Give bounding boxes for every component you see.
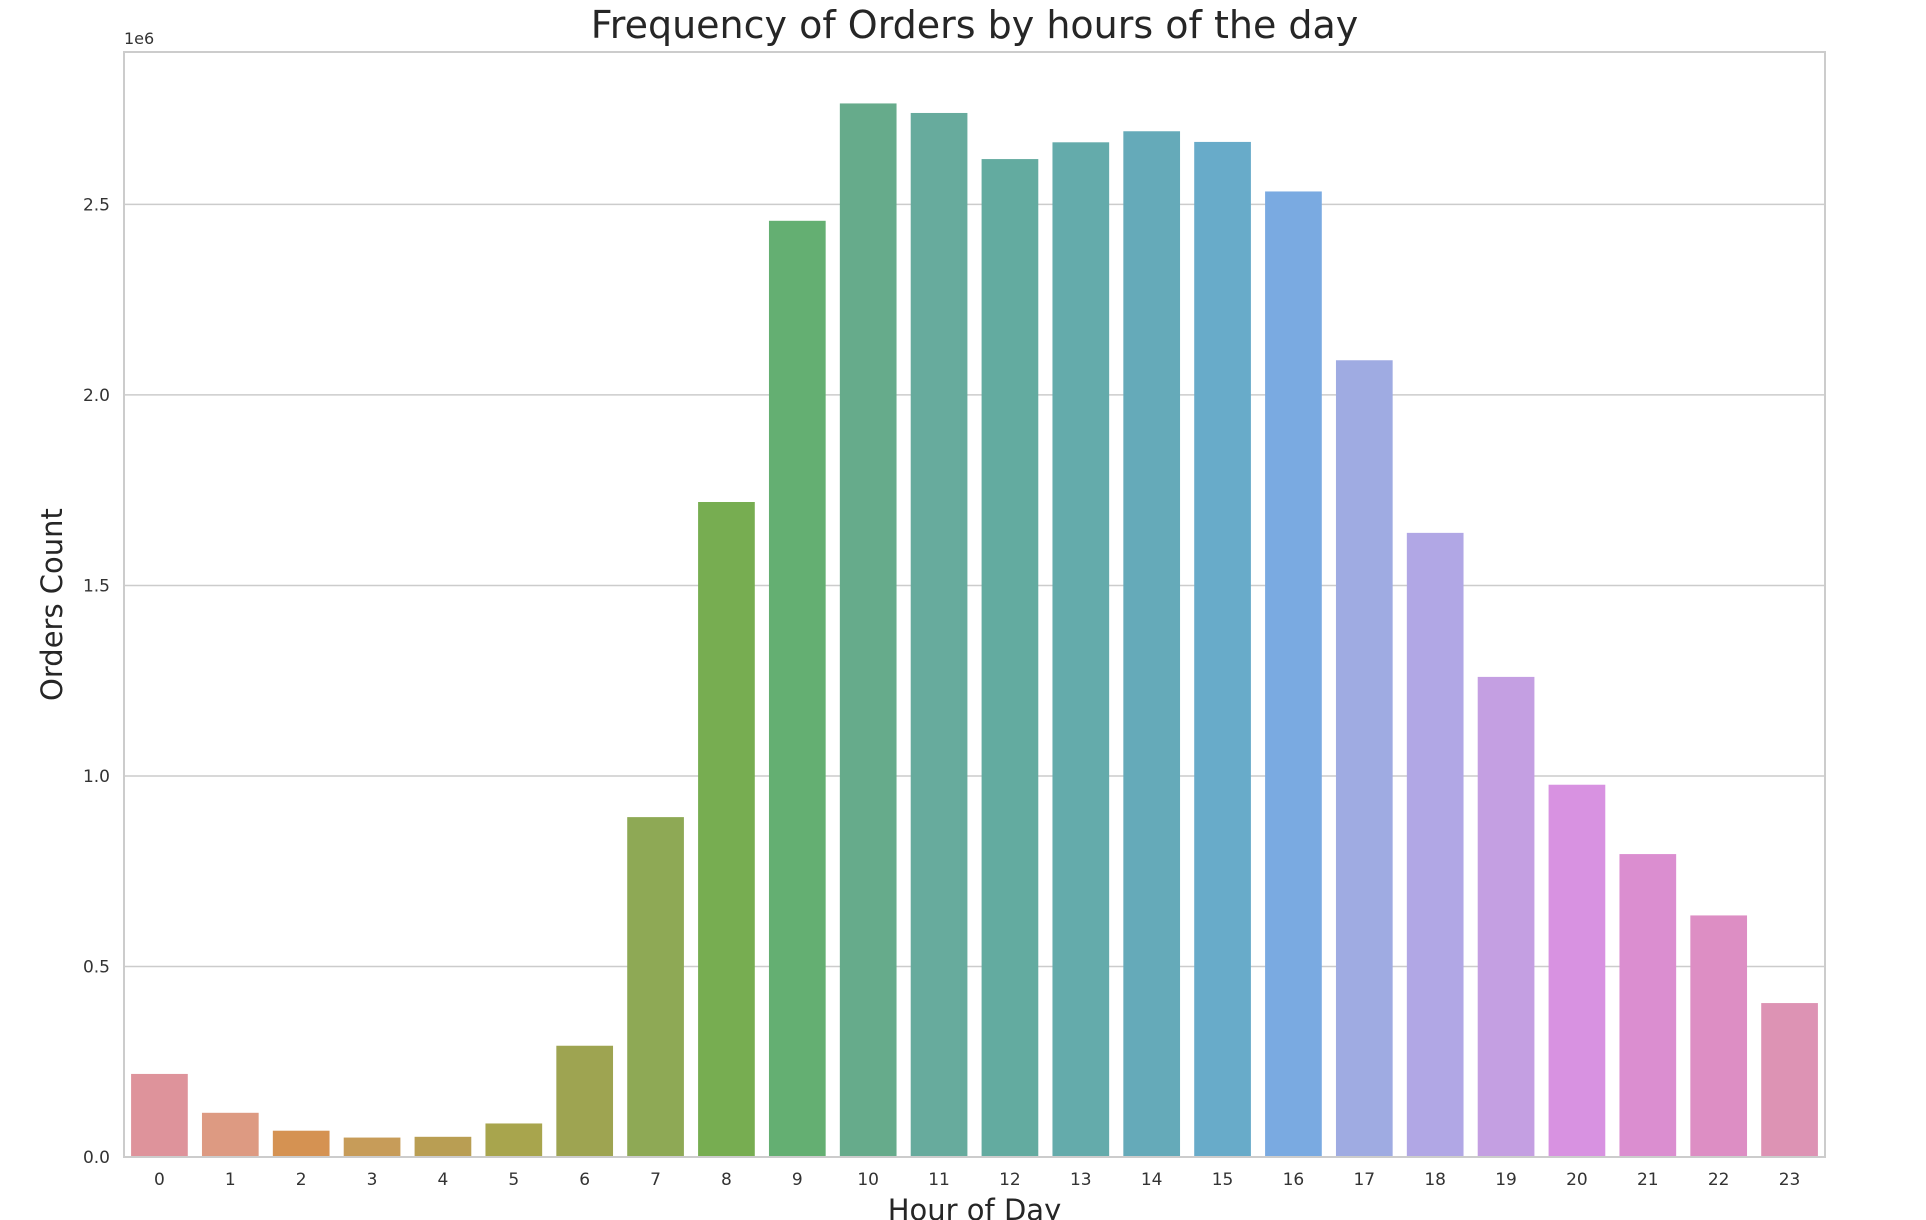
bar-hour-3 bbox=[343, 1137, 401, 1157]
bar-hour-10 bbox=[839, 103, 897, 1157]
x-tick-label: 1 bbox=[225, 1170, 236, 1190]
x-tick-label: 14 bbox=[1141, 1170, 1163, 1190]
bar-hour-13 bbox=[1052, 142, 1110, 1157]
x-tick-label: 12 bbox=[999, 1170, 1021, 1190]
bar-hour-11 bbox=[910, 112, 968, 1157]
x-axis-label: Hour of Day bbox=[888, 1193, 1062, 1220]
bar-hour-16 bbox=[1265, 191, 1322, 1157]
bar-hour-2 bbox=[272, 1130, 330, 1157]
x-tick-label: 2 bbox=[296, 1170, 307, 1190]
x-tick-label: 17 bbox=[1353, 1170, 1375, 1190]
bar-hour-18 bbox=[1406, 532, 1464, 1157]
bar-hour-22 bbox=[1690, 915, 1748, 1157]
bar-hour-23 bbox=[1761, 1003, 1818, 1157]
bar-hour-21 bbox=[1619, 854, 1677, 1157]
x-tick-label: 4 bbox=[438, 1170, 449, 1190]
bar-hour-9 bbox=[768, 220, 826, 1157]
y-axis-label: Orders Count bbox=[35, 508, 69, 701]
bar-hour-14 bbox=[1123, 131, 1181, 1158]
bar-hour-1 bbox=[201, 1112, 259, 1157]
bars bbox=[131, 103, 1818, 1158]
bar-hour-15 bbox=[1194, 141, 1251, 1157]
bar-hour-6 bbox=[556, 1045, 614, 1157]
x-tick-label: 22 bbox=[1708, 1170, 1730, 1190]
bar-hour-0 bbox=[131, 1073, 188, 1157]
x-tick-label: 0 bbox=[154, 1170, 165, 1190]
x-tick-label: 15 bbox=[1212, 1170, 1234, 1190]
x-tick-label: 19 bbox=[1495, 1170, 1517, 1190]
y-tick-label: 1.0 bbox=[83, 767, 110, 787]
x-tick-label: 9 bbox=[792, 1170, 803, 1190]
x-tick-label: 13 bbox=[1070, 1170, 1092, 1190]
x-tick-label: 3 bbox=[367, 1170, 378, 1190]
y-tick-labels: 0.0 0.5 1.0 1.5 2.0 2.5 bbox=[83, 195, 110, 1168]
bar-hour-8 bbox=[698, 502, 755, 1157]
bar-hour-12 bbox=[981, 159, 1039, 1158]
x-tick-label: 5 bbox=[508, 1170, 519, 1190]
x-tick-label: 18 bbox=[1424, 1170, 1446, 1190]
x-tick-label: 11 bbox=[928, 1170, 950, 1190]
x-tick-label: 6 bbox=[579, 1170, 590, 1190]
plot-frame bbox=[123, 51, 1826, 1158]
chart-title: Frequency of Orders by hours of the day bbox=[591, 3, 1359, 47]
y-tick-label: 1.5 bbox=[83, 576, 110, 596]
bar-hour-17 bbox=[1335, 360, 1393, 1157]
bar-hour-5 bbox=[485, 1123, 543, 1157]
x-tick-label: 20 bbox=[1566, 1170, 1588, 1190]
bar-hour-19 bbox=[1477, 676, 1535, 1157]
x-tick-label: 8 bbox=[721, 1170, 732, 1190]
bar-hour-4 bbox=[414, 1136, 472, 1157]
y-tick-label: 2.0 bbox=[83, 386, 110, 406]
bar-hour-7 bbox=[627, 817, 684, 1157]
y-tick-label: 0.5 bbox=[83, 957, 110, 977]
x-tick-labels: 0 1 2 3 4 5 6 7 8 9 10 11 12 13 14 15 16 17 18 19 20 21 22 23 bbox=[154, 1170, 1800, 1190]
x-tick-label: 7 bbox=[650, 1170, 661, 1190]
y-offset-label: 1e6 bbox=[124, 29, 154, 48]
x-tick-label: 23 bbox=[1779, 1170, 1801, 1190]
x-tick-label: 16 bbox=[1283, 1170, 1305, 1190]
x-tick-label: 10 bbox=[857, 1170, 879, 1190]
bar-hour-20 bbox=[1548, 784, 1606, 1157]
y-tick-label: 0.0 bbox=[83, 1148, 110, 1168]
x-tick-label: 21 bbox=[1637, 1170, 1659, 1190]
y-tick-label: 2.5 bbox=[83, 195, 110, 215]
